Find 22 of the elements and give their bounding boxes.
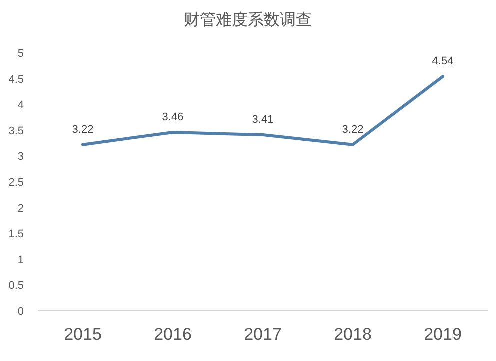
y-tick-label: 3 xyxy=(18,151,24,164)
y-tick-label: 0.5 xyxy=(8,280,24,292)
y-tick-label: 3.5 xyxy=(8,125,24,138)
y-tick-label: 1 xyxy=(18,254,24,266)
y-tick-label: 0 xyxy=(18,306,24,318)
x-tick-label: 2019 xyxy=(424,325,462,344)
y-tick-label: 2.5 xyxy=(8,177,24,189)
x-tick-label: 2015 xyxy=(64,325,102,344)
data-label: 3.22 xyxy=(342,124,364,136)
y-tick-label: 5 xyxy=(18,48,24,60)
y-tick-label: 1.5 xyxy=(8,228,24,241)
data-label: 3.46 xyxy=(162,111,184,124)
x-tick-label: 2018 xyxy=(334,325,372,344)
x-tick-label: 2016 xyxy=(154,325,192,344)
y-tick-label: 2 xyxy=(18,202,24,215)
data-label: 4.54 xyxy=(432,56,454,68)
x-tick-label: 2017 xyxy=(244,325,282,344)
data-label: 3.22 xyxy=(72,124,94,136)
y-tick-label: 4 xyxy=(18,100,24,112)
data-label: 3.41 xyxy=(252,114,274,126)
y-tick-label: 4.5 xyxy=(8,74,24,86)
chart-title: 财管难度系数调查 xyxy=(184,11,312,29)
